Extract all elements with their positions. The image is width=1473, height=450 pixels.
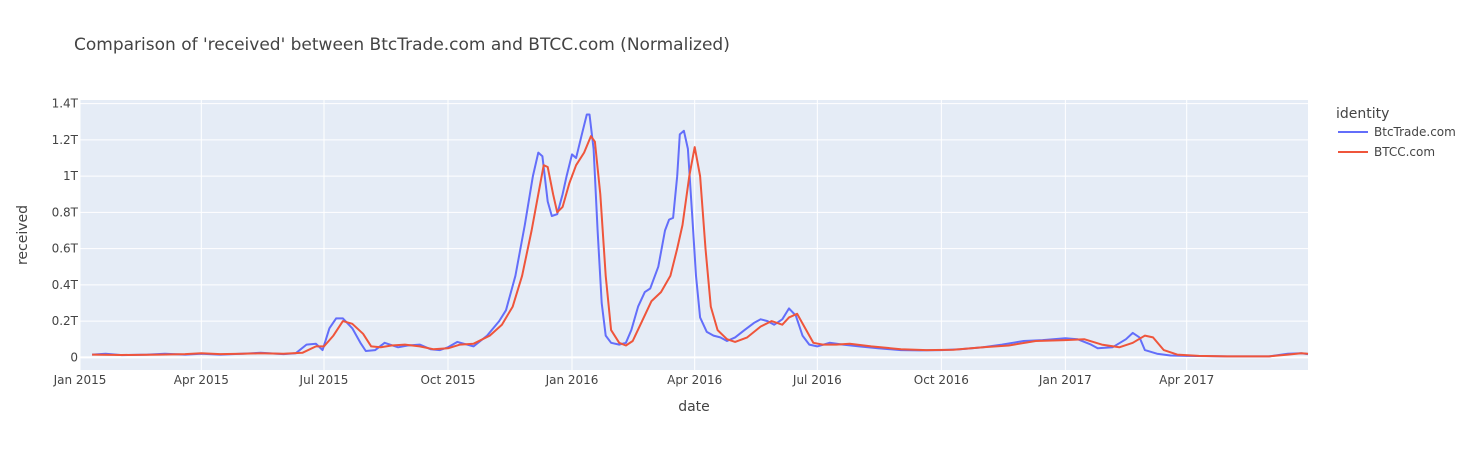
- legend-label-btctrade[interactable]: BtcTrade.com: [1374, 125, 1456, 139]
- series-lines: [92, 113, 1309, 358]
- x-tick-label: Jan 2017: [1038, 373, 1092, 387]
- y-tick-label: 0.4T: [52, 278, 79, 292]
- y-tick-label: 0.8T: [52, 205, 79, 219]
- x-tick-label: Oct 2016: [914, 373, 969, 387]
- legend-title: identity: [1336, 106, 1389, 122]
- legend: identity BtcTrade.com BTCC.com: [1336, 106, 1456, 159]
- chart-title: Comparison of 'received' between BtcTrad…: [74, 35, 730, 55]
- x-axis-ticks: Jan 2015 Apr 2015 Jul 2015 Oct 2015 Jan 2016…: [53, 373, 1215, 387]
- x-tick-label: Jan 2016: [545, 373, 599, 387]
- y-tick-label: 0: [70, 350, 78, 364]
- x-tick-label: Jul 2015: [299, 373, 349, 387]
- x-tick-label: Apr 2015: [174, 373, 229, 387]
- y-tick-label: 1.2T: [52, 133, 79, 147]
- y-tick-label: 1.4T: [52, 97, 79, 111]
- x-tick-label: Oct 2015: [420, 373, 475, 387]
- y-tick-label: 0.6T: [52, 242, 79, 256]
- x-tick-label: Jul 2016: [792, 373, 842, 387]
- y-tick-label: 1T: [63, 169, 79, 183]
- x-tick-label: Apr 2017: [1159, 373, 1214, 387]
- series-line-btcc-com[interactable]: [92, 135, 1309, 358]
- y-axis-ticks: 0 0.2T 0.4T 0.6T 0.8T 1T 1.2T 1.4T: [52, 97, 79, 365]
- y-axis-title: received: [15, 205, 31, 265]
- x-tick-label: Apr 2016: [667, 373, 722, 387]
- x-axis-title: date: [678, 399, 710, 415]
- y-tick-label: 0.2T: [52, 314, 79, 328]
- x-tick-label: Jan 2015: [53, 373, 107, 387]
- legend-label-btcc[interactable]: BTCC.com: [1374, 145, 1435, 159]
